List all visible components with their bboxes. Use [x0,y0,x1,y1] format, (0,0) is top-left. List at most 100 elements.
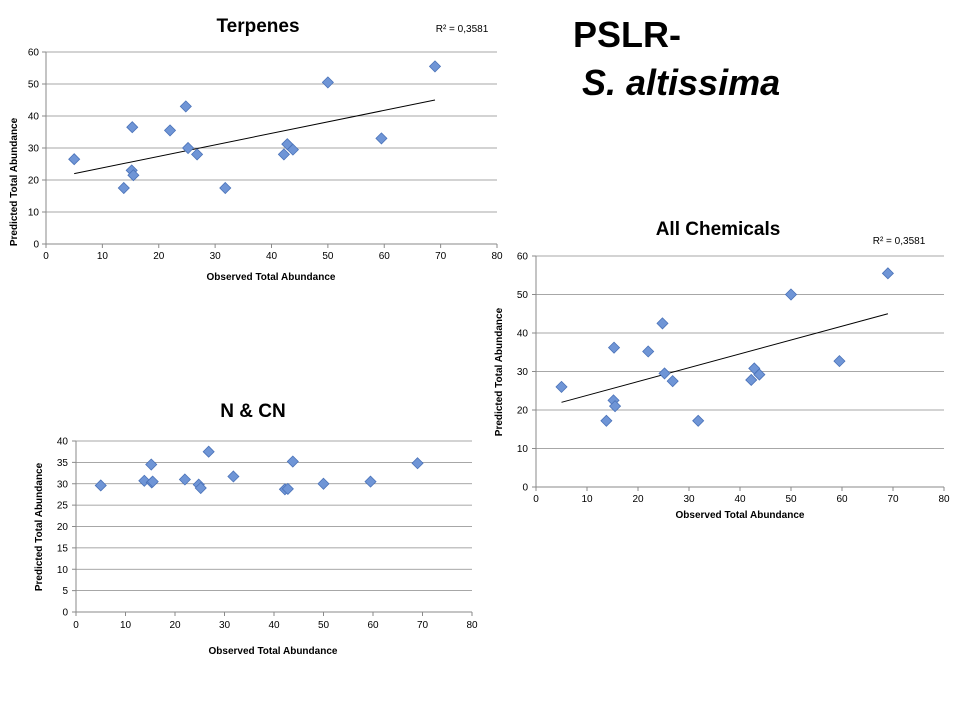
data-point [219,181,232,195]
y-tick-label: 30 [28,144,40,155]
x-tick-label: 60 [367,620,379,631]
x-tick-label: 40 [734,494,746,505]
data-point [607,341,621,354]
data-point [94,479,107,492]
data-point [117,181,130,195]
data-point [145,458,158,471]
data-point [181,141,195,155]
x-tick-label: 60 [379,251,391,262]
y-tick-label: 10 [28,208,40,219]
x-tick-label: 10 [581,494,593,505]
x-tick-label: 70 [887,494,899,505]
data-point [745,373,758,387]
data-point [364,475,377,488]
y-tick-label: 10 [57,565,69,576]
trendline [561,313,889,403]
y-axis-label: Predicted Total Abundance [494,307,505,436]
y-tick-label: 0 [62,608,68,619]
data-point [753,368,766,381]
y-tick-label: 60 [28,48,40,59]
data-point [666,375,679,388]
y-tick-label: 60 [517,252,529,263]
y-tick-label: 40 [517,329,529,340]
data-point [317,477,330,490]
x-tick-label: 50 [322,251,334,262]
x-tick-label: 70 [435,251,447,262]
data-point [191,148,204,161]
data-point [692,414,705,427]
data-point [608,400,622,413]
x-tick-label: 10 [120,620,132,631]
data-point [68,153,81,166]
x-tick-label: 40 [268,620,280,631]
y-tick-label: 40 [57,437,69,448]
y-tick-label: 40 [28,112,40,123]
r-squared-label: R² = 0,3581 [436,24,489,35]
x-tick-label: 0 [73,620,79,631]
y-tick-label: 20 [517,406,529,417]
data-point [658,367,671,380]
y-axis-label: Predicted Total Abundance [34,462,45,591]
data-point [784,288,798,301]
data-point [656,317,669,330]
r-squared-label: R² = 0,3581 [873,236,926,247]
data-point [179,100,192,113]
x-tick-label: 70 [417,620,429,631]
data-point [555,380,568,393]
y-tick-label: 0 [33,240,39,251]
y-tick-label: 10 [517,444,529,455]
x-axis-label: Observed Total Abundance [207,272,336,283]
x-tick-label: 50 [785,494,797,505]
data-point [163,124,177,137]
y-tick-label: 20 [57,522,69,533]
data-point [642,345,655,358]
data-point [833,355,846,368]
y-tick-label: 25 [57,501,69,512]
data-point [411,457,424,470]
x-tick-label: 30 [210,251,222,262]
data-point [375,132,388,145]
y-tick-label: 20 [28,176,40,187]
data-point [428,60,442,73]
data-point [126,121,139,134]
chart-title: All Chemicals [656,219,781,240]
y-tick-label: 15 [57,543,69,554]
x-tick-label: 0 [43,251,49,262]
y-tick-label: 5 [62,586,68,597]
data-point [286,143,299,156]
data-point [202,445,215,458]
data-point [600,414,613,427]
data-point [277,148,290,161]
data-point [286,455,299,468]
data-point [194,481,207,495]
data-point [321,76,334,89]
data-point [127,169,140,182]
x-tick-label: 40 [266,251,278,262]
x-tick-label: 60 [836,494,848,505]
y-tick-label: 50 [517,290,529,301]
x-axis-label: Observed Total Abundance [676,510,805,521]
x-axis-label: Observed Total Abundance [209,646,338,657]
slide-title-line1: PSLR- [573,14,681,55]
x-tick-label: 30 [219,620,231,631]
y-tick-label: 30 [57,479,69,490]
x-tick-label: 80 [466,620,478,631]
y-axis-label: Predicted Total Abundance [9,117,20,246]
data-point [146,475,159,488]
data-point [881,267,894,280]
data-point [178,473,191,486]
x-tick-label: 80 [491,251,503,262]
x-tick-label: 10 [97,251,109,262]
chart-title: Terpenes [216,16,299,37]
x-tick-label: 80 [938,494,950,505]
y-tick-label: 35 [57,458,69,469]
y-tick-label: 0 [522,483,528,494]
x-tick-label: 0 [533,494,539,505]
x-tick-label: 50 [318,620,330,631]
x-tick-label: 20 [632,494,644,505]
data-point [227,470,240,483]
data-point [281,482,294,495]
